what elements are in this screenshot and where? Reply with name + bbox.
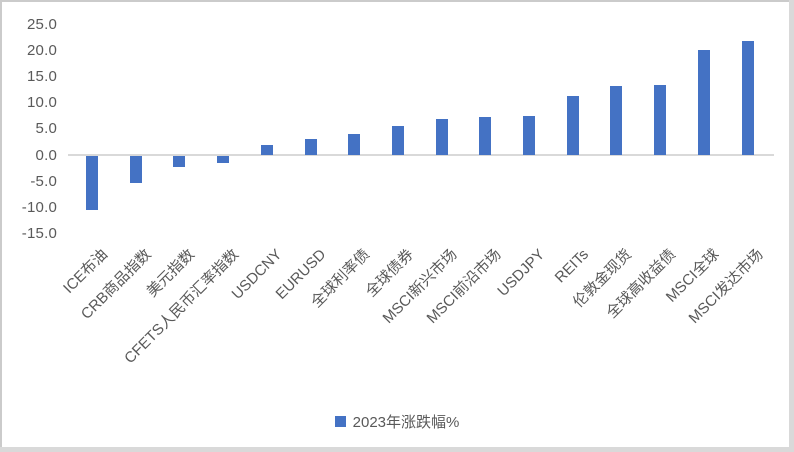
bar-0 [86, 155, 98, 210]
legend: 2023年涨跌幅% [0, 409, 794, 433]
y-tick-label: 5.0 [35, 120, 57, 138]
bar-15 [741, 41, 754, 156]
bar-3 [217, 155, 230, 163]
bar-4 [260, 145, 273, 156]
x-axis-line [68, 154, 774, 156]
bar-12 [610, 85, 623, 156]
y-tick-label: 10.0 [27, 94, 57, 112]
y-tick-label: 25.0 [27, 15, 57, 33]
bar-13 [654, 84, 667, 156]
bar-2 [173, 155, 186, 167]
bar-7 [391, 125, 404, 156]
y-tick-label: -10.0 [21, 198, 57, 216]
bar-9 [479, 117, 492, 156]
bar-11 [566, 95, 579, 156]
y-tick-label: -15.0 [21, 224, 57, 242]
bar-6 [348, 133, 361, 156]
x-axis-label: REITs [551, 246, 592, 287]
y-tick-label: 0.0 [35, 146, 57, 164]
bar-1 [129, 155, 142, 183]
x-axis-label: USDJPY [494, 246, 549, 300]
bar-8 [435, 118, 448, 156]
bar-5 [304, 139, 317, 156]
y-tick-label: 15.0 [27, 68, 57, 85]
bar-10 [523, 116, 535, 156]
y-tick-label: 20.0 [27, 41, 57, 59]
y-tick-label: -5.0 [30, 172, 57, 190]
legend-marker-icon [334, 415, 346, 427]
bar-14 [697, 50, 710, 156]
legend-label: 2023年涨跌幅% [352, 413, 460, 431]
